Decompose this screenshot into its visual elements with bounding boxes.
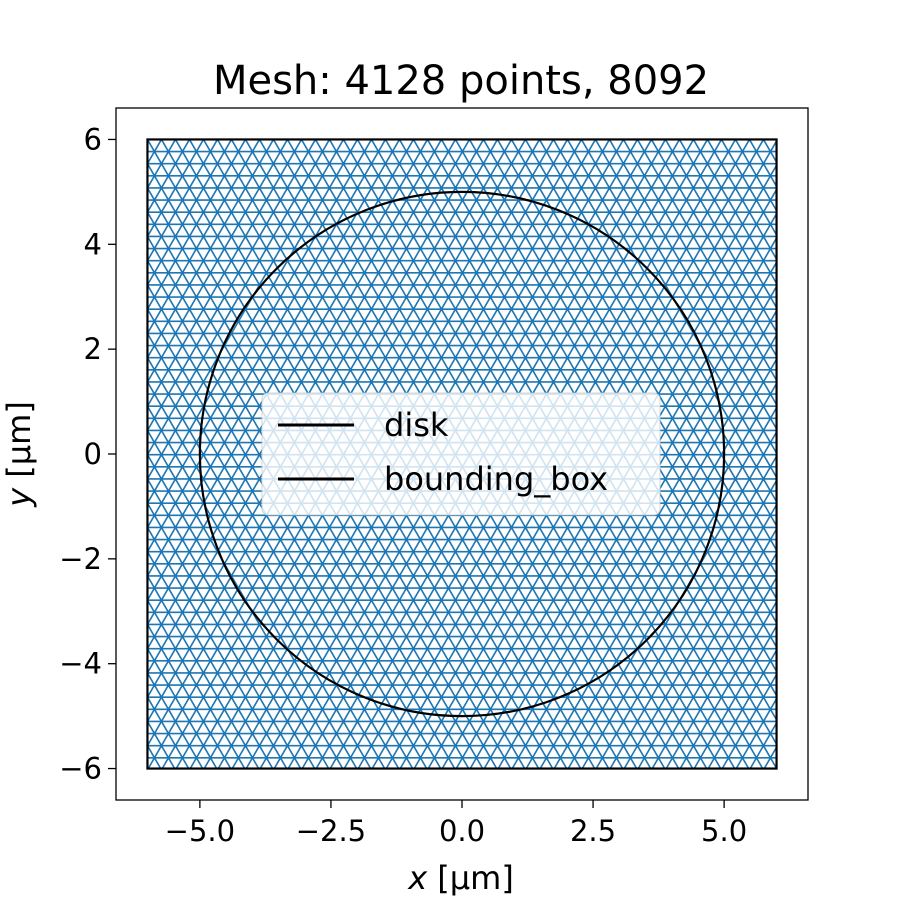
x-axis-label: x [µm] <box>407 859 514 897</box>
legend-box <box>261 392 661 516</box>
shape-layer <box>146 138 778 770</box>
disk-outline <box>198 190 726 718</box>
x-axis-unit: [µm] <box>427 859 514 897</box>
chart-title: Mesh: 4128 points, 8092 <box>213 58 709 104</box>
y-axis-unit: [µm] <box>0 401 38 488</box>
legend: disk bounding_box <box>261 392 661 516</box>
bounding-box-outline <box>146 138 778 770</box>
x-axis-var: x <box>407 859 428 897</box>
y-tick-label: −2 <box>59 542 102 576</box>
y-tick-label: −6 <box>59 752 102 786</box>
x-tick-label: 2.5 <box>570 814 616 848</box>
y-tick-label: 6 <box>84 122 102 156</box>
x-tick-label: 5.0 <box>701 814 747 848</box>
legend-label-disk: disk <box>384 406 449 444</box>
y-axis-ticks: −6 −4 −2 0 2 4 6 <box>59 122 116 786</box>
x-tick-label: −5.0 <box>165 814 235 848</box>
y-axis-var: y <box>0 487 38 508</box>
y-tick-label: 4 <box>84 227 102 261</box>
y-tick-label: 0 <box>84 437 102 471</box>
x-tick-label: 0.0 <box>439 814 485 848</box>
x-axis-ticks: −5.0 −2.5 0.0 2.5 5.0 <box>165 800 747 848</box>
y-tick-label: −4 <box>59 647 102 681</box>
legend-label-bounding-box: bounding_box <box>384 460 608 498</box>
y-axis-label: y [µm] <box>0 401 38 508</box>
x-tick-label: −2.5 <box>296 814 366 848</box>
y-tick-label: 2 <box>84 332 102 366</box>
